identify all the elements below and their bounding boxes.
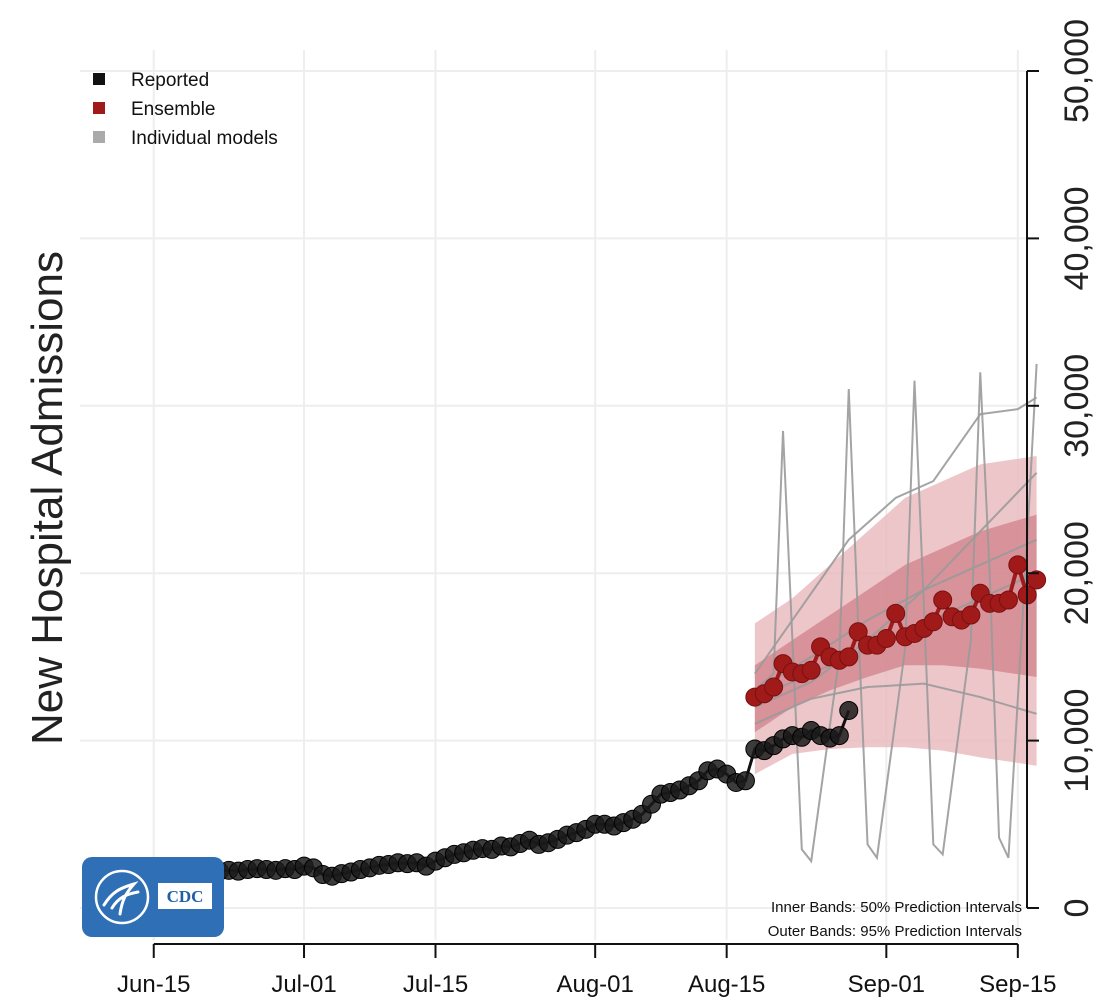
x-axis-ticks: Jun-15 Jul-01 Jul-15 Aug-01 Aug-15 Sep-01 Sep-…	[117, 944, 1057, 998]
x-tick-label-6: Sep-15	[979, 971, 1056, 998]
legend: Reported Ensemble Individual models	[93, 70, 278, 149]
ensemble-point	[961, 605, 981, 625]
ensemble-point	[876, 628, 896, 648]
ensemble-point	[923, 612, 943, 632]
ensemble-point	[801, 660, 821, 680]
legend-label-individual-models: Individual models	[131, 128, 278, 149]
x-tick-label-0: Jun-15	[117, 971, 190, 998]
annotation-inner-bands: Inner Bands: 50% Prediction Intervals	[771, 899, 1022, 916]
annotation-outer-bands: Outer Bands: 95% Prediction Intervals	[768, 923, 1022, 940]
y-tick-label-2: 20,000	[1058, 521, 1096, 625]
hhs-eagle-icon	[94, 869, 150, 925]
ensemble-point	[1008, 555, 1028, 575]
band-50	[754, 514, 1037, 733]
y-tick-label-1: 10,000	[1058, 689, 1096, 793]
ensemble-point	[848, 622, 868, 642]
ensemble-point	[933, 590, 953, 610]
legend-swatch-individual-models	[93, 131, 105, 143]
x-tick-label-5: Sep-01	[848, 971, 925, 998]
model-line-4	[754, 396, 1038, 675]
y-axis-ticks: 0 10,000 20,000 30,000 40,000 50,000	[1027, 19, 1096, 917]
legend-swatch-reported	[93, 73, 105, 85]
cdc-logo-text: CDC	[167, 887, 204, 906]
ensemble-point	[764, 677, 784, 697]
model-line-5	[754, 363, 1038, 864]
reported-point	[839, 700, 859, 720]
ensemble-point	[998, 590, 1018, 610]
cdc-logo: CDC	[82, 857, 224, 937]
model-line-2	[754, 682, 1037, 725]
ensemble-point	[886, 603, 906, 623]
x-tick-label-2: Jul-15	[403, 971, 468, 998]
ensemble-point	[839, 647, 859, 667]
y-tick-label-0: 0	[1058, 899, 1096, 918]
y-tick-label-4: 40,000	[1058, 186, 1096, 290]
legend-label-ensemble: Ensemble	[131, 99, 216, 120]
y-tick-label-3: 30,000	[1058, 354, 1096, 458]
individual-model-lines	[754, 363, 1038, 864]
ensemble-series	[745, 555, 1047, 707]
y-axis-label: New Hospital Admissions	[23, 251, 72, 745]
reported-point	[829, 726, 849, 746]
x-tick-label-4: Aug-15	[688, 971, 765, 998]
x-tick-label-1: Jul-01	[271, 971, 336, 998]
legend-swatch-ensemble	[93, 102, 105, 114]
grid-lines	[80, 50, 1027, 940]
reported-point	[735, 771, 755, 791]
legend-label-reported: Reported	[131, 70, 209, 91]
y-tick-label-5: 50,000	[1058, 19, 1096, 123]
x-tick-label-3: Aug-01	[556, 971, 633, 998]
reported-series	[106, 700, 859, 887]
